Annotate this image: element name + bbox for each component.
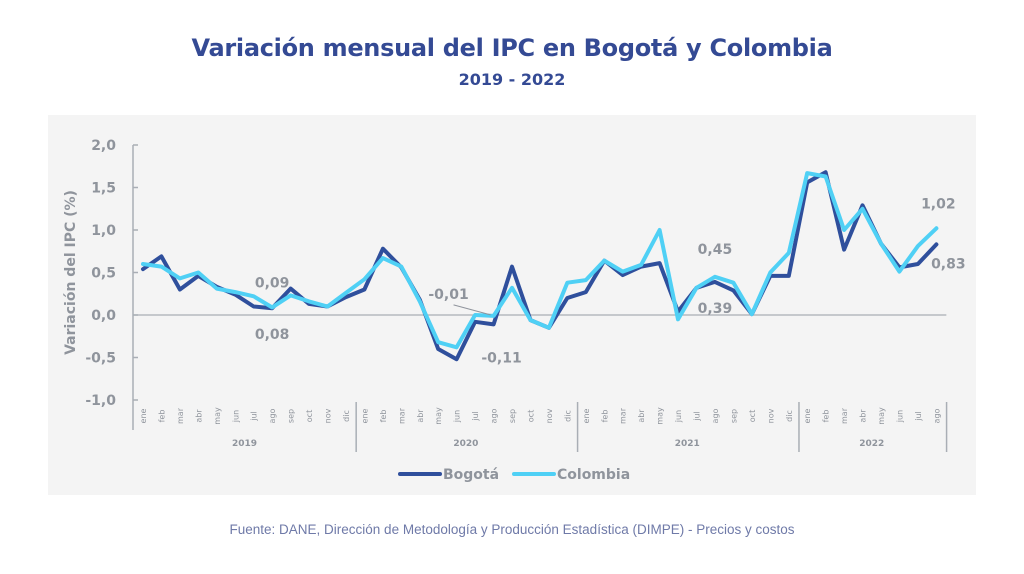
- x-tick-label-month: oct: [526, 410, 535, 422]
- data-label: 0,45: [698, 242, 733, 258]
- x-tick-label-month: jul: [250, 411, 259, 422]
- series-lines: [141, 170, 939, 362]
- x-tick-label-month: jul: [693, 411, 702, 422]
- data-label: -0,11: [481, 350, 521, 366]
- x-tick-label-year: 2019: [232, 439, 257, 449]
- y-tick-label: 1,5: [91, 181, 116, 197]
- x-tick-label-month: may: [877, 407, 886, 425]
- y-tick-label: 0,0: [91, 308, 116, 324]
- x-tick-label-month: ene: [582, 408, 591, 423]
- x-tick-label-month: abr: [637, 409, 646, 423]
- x-tick-label-year: 2022: [859, 439, 884, 449]
- data-label: 0,08: [255, 327, 290, 343]
- data-label: 0,83: [931, 256, 966, 272]
- source-note: Fuente: DANE, Dirección de Metodología y…: [229, 522, 795, 537]
- chart-title: Variación mensual del IPC en Bogotá y Co…: [191, 34, 833, 62]
- data-label: 1,02: [921, 196, 956, 212]
- x-tick-label-month: abr: [859, 409, 868, 423]
- x-tick-label-month: oct: [305, 410, 314, 422]
- y-axis: 2,0 1,5 1,0 0,5 0,0 -0,5 -1,0 Variación del IPC…: [63, 138, 138, 430]
- y-axis-label: Variación del IPC (%): [63, 190, 79, 355]
- x-tick-label-month: dic: [785, 410, 794, 422]
- x-tick-label-month: nov: [766, 408, 775, 423]
- x-tick-label-year: 2020: [453, 439, 478, 449]
- x-tick-label-month: may: [213, 407, 222, 425]
- x-tick-label-month: feb: [600, 410, 609, 423]
- x-tick-label-month: dic: [342, 410, 351, 422]
- chart-subtitle: 2019 - 2022: [458, 70, 566, 89]
- x-tick-label-month: mar: [619, 407, 628, 424]
- annotations: 0,09 0,08 -0,01 -0,11 0,45 0,39 1,02 0,83: [255, 196, 966, 366]
- x-axis: ene feb mar abr may jun jul ago sep oct nov dic2019…: [133, 314, 948, 452]
- x-tick-label-month: feb: [379, 410, 388, 423]
- y-tick-label: -1,0: [85, 393, 116, 409]
- y-tick-label: 2,0: [91, 138, 116, 154]
- x-tick-label-month: ene: [803, 408, 812, 423]
- x-tick-label-month: abr: [194, 409, 203, 423]
- data-label: -0,01: [428, 287, 468, 303]
- legend-label: Bogotá: [443, 467, 499, 483]
- x-tick-label-month: ene: [360, 408, 369, 423]
- x-tick-label-month: nov: [545, 408, 554, 423]
- x-tick-label-month: jul: [471, 411, 480, 422]
- x-tick-label-month: jul: [914, 411, 923, 422]
- legend: Bogotá Colombia: [398, 467, 630, 483]
- x-tick-label-month: may: [434, 407, 443, 425]
- x-tick-label-month: ago: [711, 408, 720, 423]
- x-tick-label-month: ago: [490, 408, 499, 423]
- x-tick-label-month: jun: [895, 410, 904, 423]
- x-tick-label-month: ago: [932, 408, 941, 423]
- x-tick-label-month: feb: [822, 410, 831, 423]
- chart-panel: [48, 115, 976, 495]
- data-label: 0,09: [255, 275, 290, 291]
- x-tick-label-month: abr: [416, 409, 425, 423]
- x-tick-label-month: mar: [397, 407, 406, 424]
- annotation-leader-line: [453, 304, 491, 316]
- x-tick-label-month: mar: [840, 407, 849, 424]
- series-line-colombia: [141, 171, 939, 350]
- x-tick-label-month: ago: [268, 408, 277, 423]
- x-tick-label-year: 2021: [675, 439, 700, 449]
- x-tick-label-month: feb: [157, 410, 166, 423]
- x-tick-label-month: ene: [139, 408, 148, 423]
- x-tick-label-month: jun: [453, 410, 462, 423]
- x-tick-label-month: sep: [287, 409, 296, 423]
- x-tick-label-month: nov: [324, 408, 333, 423]
- x-tick-label-month: dic: [563, 410, 572, 422]
- legend-label: Colombia: [557, 467, 630, 483]
- y-tick-label: 1,0: [91, 223, 116, 239]
- x-tick-label-month: sep: [508, 409, 517, 423]
- x-tick-label-month: sep: [729, 409, 738, 423]
- x-tick-label-month: jun: [674, 410, 683, 423]
- y-tick-label: 0,5: [91, 266, 116, 282]
- data-label: 0,39: [698, 301, 733, 317]
- x-tick-label-month: jun: [231, 410, 240, 423]
- x-tick-label-month: mar: [176, 407, 185, 424]
- y-tick-label: -0,5: [85, 351, 116, 367]
- x-tick-label-month: oct: [748, 410, 757, 422]
- x-tick-label-month: may: [656, 407, 665, 425]
